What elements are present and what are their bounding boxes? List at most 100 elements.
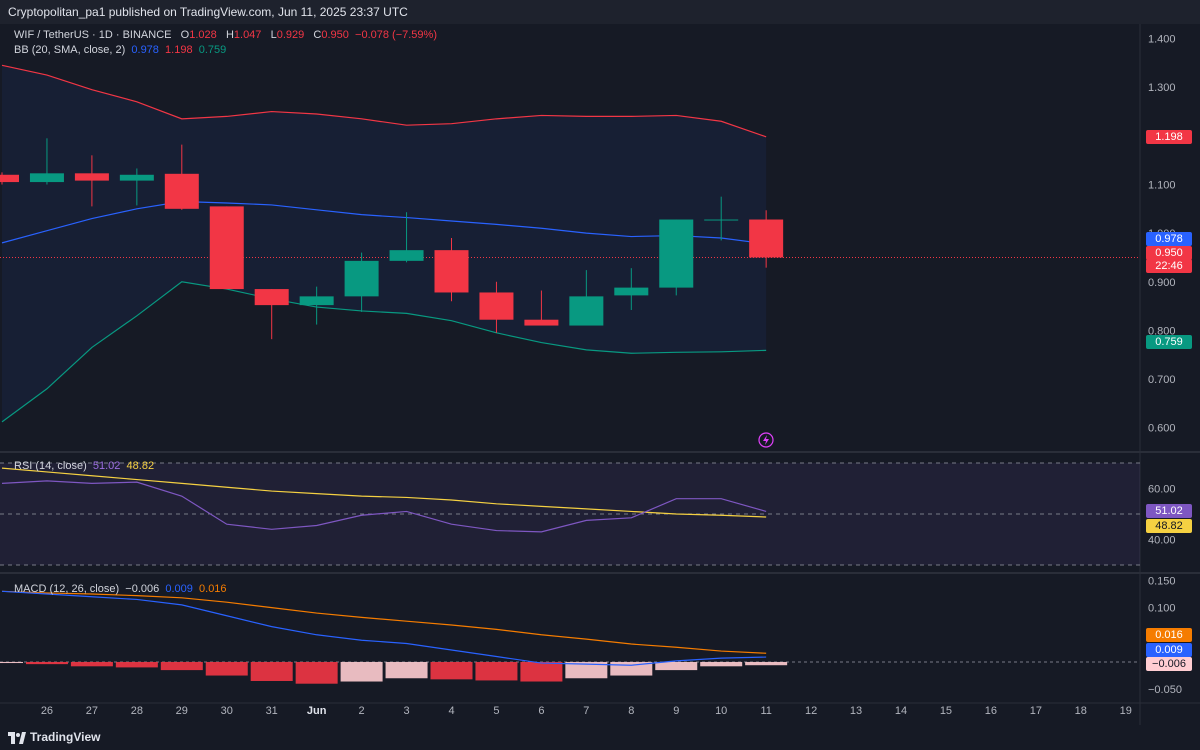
price-tick-label: 0.900 bbox=[1148, 277, 1176, 289]
candle-body bbox=[344, 260, 379, 297]
bb-basis-value: 0.978 bbox=[131, 44, 159, 56]
macd-hist-value: −0.006 bbox=[125, 583, 160, 595]
bb-upper-line bbox=[1, 64, 767, 138]
time-axis-label: 8 bbox=[628, 705, 634, 717]
candle-body bbox=[389, 250, 424, 261]
macd-line bbox=[1, 590, 767, 666]
bollinger-band-fill bbox=[2, 65, 767, 422]
tradingview-logo[interactable]: TradingView bbox=[8, 730, 100, 744]
bb-label: BB (20, SMA, close, 2) bbox=[14, 44, 126, 56]
time-axis-label: 18 bbox=[1075, 705, 1087, 717]
countdown-box: 22:46 bbox=[1146, 259, 1192, 273]
candle-body bbox=[0, 174, 19, 183]
macd-histogram-bar bbox=[295, 661, 338, 684]
time-axis-label: Jun bbox=[307, 705, 327, 717]
macd-label: MACD (12, 26, close) bbox=[14, 583, 120, 595]
time-axis-label: 12 bbox=[805, 705, 817, 717]
time-axis-label: 26 bbox=[41, 705, 53, 717]
macd-hist-price-box: −0.006 bbox=[1146, 657, 1192, 671]
macd-histogram-bar bbox=[160, 661, 203, 671]
close-value: 0.950 bbox=[321, 29, 349, 41]
rsi-line bbox=[1, 480, 767, 533]
time-axis-label: 17 bbox=[1030, 705, 1042, 717]
symbol-label: WIF / TetherUS · 1D · BINANCE bbox=[14, 29, 172, 41]
time-axis-label: 31 bbox=[266, 705, 278, 717]
time-axis-label: 19 bbox=[1120, 705, 1132, 717]
rsi-price-box: 51.02 bbox=[1146, 504, 1192, 518]
candle-body bbox=[29, 173, 64, 183]
macd-histogram-bar bbox=[0, 661, 23, 664]
lightning-icon-bolt bbox=[763, 435, 769, 445]
candle-body bbox=[704, 219, 739, 221]
price-legend[interactable]: WIF / TetherUS · 1D · BINANCE O1.028 H1.… bbox=[14, 29, 437, 41]
candle-body bbox=[209, 206, 244, 290]
macd-histogram-bar bbox=[115, 661, 158, 668]
time-axis-label: 14 bbox=[895, 705, 907, 717]
rsi-tick-label: 60.00 bbox=[1148, 484, 1176, 496]
macd-histogram-bar bbox=[700, 661, 743, 667]
macd-line-price-box: 0.009 bbox=[1146, 643, 1192, 657]
macd-signal-value: 0.016 bbox=[199, 583, 227, 595]
rsi-value: 51.02 bbox=[92, 460, 121, 472]
macd-legend[interactable]: MACD (12, 26, close) −0.006 0.009 0.016 bbox=[14, 583, 227, 595]
time-axis-label: 3 bbox=[403, 705, 409, 717]
published-info: Cryptopolitan_pa1 published on TradingVi… bbox=[8, 5, 408, 19]
rsi-ma-price-box: 48.82 bbox=[1146, 519, 1192, 533]
macd-histogram-bar bbox=[205, 661, 248, 676]
macd-histogram-bar bbox=[385, 661, 428, 679]
macd-tick-label: 0.100 bbox=[1148, 603, 1176, 615]
candle-body bbox=[299, 296, 334, 306]
low-value: 0.929 bbox=[276, 29, 305, 41]
time-axis-label: 11 bbox=[760, 705, 771, 717]
macd-histogram-bar bbox=[430, 661, 473, 680]
candle-body bbox=[614, 287, 649, 296]
rsi-ma-line bbox=[1, 467, 767, 518]
basis-price-box: 0.978 bbox=[1146, 232, 1192, 246]
tradingview-icon bbox=[8, 731, 26, 744]
close-price-box: 0.950 bbox=[1146, 246, 1192, 260]
macd-histogram-bar bbox=[475, 661, 518, 681]
bb-basis-line bbox=[1, 200, 767, 245]
macd-tick-label: 0.150 bbox=[1148, 575, 1176, 587]
candle-body bbox=[119, 174, 154, 181]
time-axis-label: 13 bbox=[850, 705, 862, 717]
high-label: H bbox=[225, 29, 234, 41]
macd-signal-price-box: 0.016 bbox=[1146, 628, 1192, 642]
time-axis-label: 10 bbox=[715, 705, 727, 717]
rsi-tick-label: 40.00 bbox=[1148, 535, 1176, 547]
price-tick-label: 0.600 bbox=[1148, 423, 1176, 435]
candle-body bbox=[164, 173, 199, 209]
macd-histogram-bar bbox=[25, 661, 68, 665]
lightning-icon bbox=[758, 432, 774, 448]
top-bar: Cryptopolitan_pa1 published on TradingVi… bbox=[0, 0, 1200, 24]
low-label: L bbox=[270, 29, 277, 41]
macd-histogram-bar bbox=[520, 661, 563, 682]
macd-histogram-bar bbox=[250, 661, 293, 681]
candle-body bbox=[659, 219, 694, 288]
time-axis-label: 4 bbox=[448, 705, 454, 717]
footer bbox=[0, 725, 1200, 750]
time-axis-label: 9 bbox=[673, 705, 679, 717]
price-tick-label: 0.800 bbox=[1148, 325, 1176, 337]
candle-body bbox=[479, 292, 514, 320]
bb-legend[interactable]: BB (20, SMA, close, 2) 0.978 1.198 0.759 bbox=[14, 44, 226, 56]
time-axis-label: 30 bbox=[221, 705, 233, 717]
time-axis-label: 7 bbox=[583, 705, 589, 717]
macd-tick-label: −0.050 bbox=[1148, 684, 1182, 696]
high-value: 1.047 bbox=[233, 29, 262, 41]
bb-lower-line bbox=[1, 281, 767, 423]
time-axis-label: 27 bbox=[86, 705, 98, 717]
macd-histogram-bar bbox=[70, 661, 113, 667]
brand-name: TradingView bbox=[30, 730, 101, 744]
macd-histogram-bar bbox=[655, 661, 698, 671]
time-axis-label: 6 bbox=[538, 705, 544, 717]
rsi-legend[interactable]: RSI (14, close) 51.02 48.82 bbox=[14, 460, 154, 472]
change-value: −0.078 (−7.59%) bbox=[355, 29, 437, 41]
close-label: C bbox=[313, 29, 322, 41]
open-value: 1.028 bbox=[189, 29, 217, 41]
price-tick-label: 1.300 bbox=[1148, 82, 1176, 94]
price-tick-label: 1.400 bbox=[1148, 34, 1176, 46]
candle-body bbox=[434, 250, 469, 293]
time-axis-label: 29 bbox=[176, 705, 188, 717]
